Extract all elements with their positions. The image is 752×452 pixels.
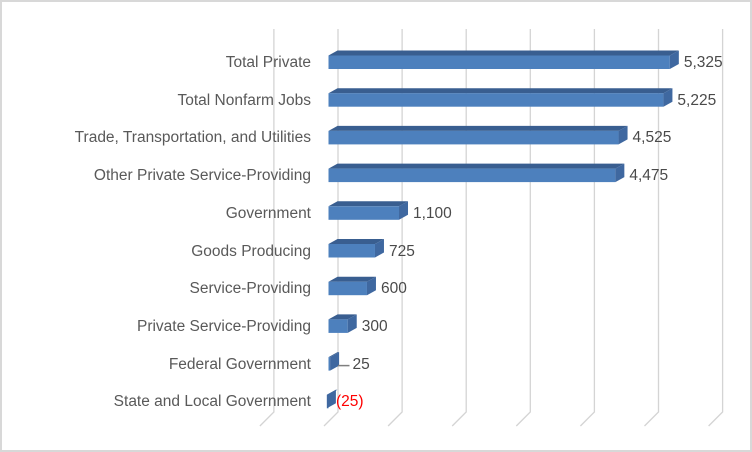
bar-face	[328, 130, 619, 145]
category-label: Trade, Transportation, and Utilities	[74, 129, 311, 147]
bar-top-face	[328, 201, 409, 207]
gridline	[708, 29, 724, 427]
value-label: 725	[388, 242, 415, 260]
category-label: Private Service-Providing	[136, 317, 311, 335]
bar-face	[328, 357, 331, 371]
bar-row	[328, 163, 625, 183]
value-label: 25	[352, 355, 370, 373]
value-label: 300	[361, 317, 388, 335]
bar-row	[328, 50, 679, 69]
bar-row	[328, 125, 628, 145]
gridline	[515, 29, 531, 427]
bar-side-face	[663, 88, 673, 107]
category-label: Federal Government	[168, 355, 311, 373]
bar-row	[328, 239, 384, 258]
category-label: Service-Providing	[189, 280, 311, 298]
bar-side-face	[399, 201, 409, 220]
gridline	[579, 29, 596, 427]
bar-row	[328, 314, 357, 333]
bar-side-face	[615, 163, 625, 183]
bar-side-face	[347, 314, 357, 333]
value-label-negative: (25)	[336, 393, 364, 411]
bar-face	[328, 206, 400, 220]
value-label: 5,225	[677, 91, 717, 109]
gridline	[451, 29, 467, 427]
value-label: 1,100	[413, 204, 452, 222]
bar-side-face	[669, 50, 679, 69]
bar-side-face	[366, 276, 376, 296]
bar-top-face	[328, 352, 340, 358]
bar-row	[328, 88, 673, 107]
bar-face	[328, 55, 670, 69]
bar-top-face	[328, 163, 625, 169]
value-label: 4,475	[629, 167, 669, 185]
value-label: 600	[380, 280, 407, 298]
value-label: 5,325	[683, 54, 723, 71]
bar-row	[328, 352, 340, 371]
category-label: Total Nonfarm Jobs	[177, 91, 311, 109]
bar-top-face	[328, 125, 628, 131]
bar-top-face	[328, 239, 384, 244]
bar-row	[328, 201, 409, 220]
bar-side-face	[330, 352, 340, 371]
bar-top-face	[328, 314, 357, 320]
bar-face	[328, 93, 664, 107]
gridline	[387, 29, 403, 427]
category-label: Government	[225, 204, 311, 222]
bar-top-face	[328, 276, 376, 282]
bar-side-face	[326, 389, 336, 409]
bar-side-face	[374, 239, 384, 258]
bar-row	[326, 389, 338, 409]
category-label: Total Private	[225, 54, 311, 71]
gridline	[644, 29, 660, 427]
bar-row	[328, 276, 376, 296]
bar-side-face	[618, 125, 628, 145]
value-label: 4,525	[632, 129, 672, 147]
category-label: Other Private Service-Providing	[93, 167, 311, 185]
bar-face	[328, 168, 616, 183]
bar-top-face	[328, 50, 679, 56]
category-label: Goods Producing	[191, 242, 311, 260]
gridline	[259, 29, 275, 427]
category-label: State and Local Government	[113, 393, 311, 411]
gridline	[323, 29, 339, 427]
bar-face	[328, 244, 375, 258]
bar-face	[328, 281, 367, 296]
bar-face	[328, 319, 348, 333]
bar-top-face	[328, 88, 673, 94]
